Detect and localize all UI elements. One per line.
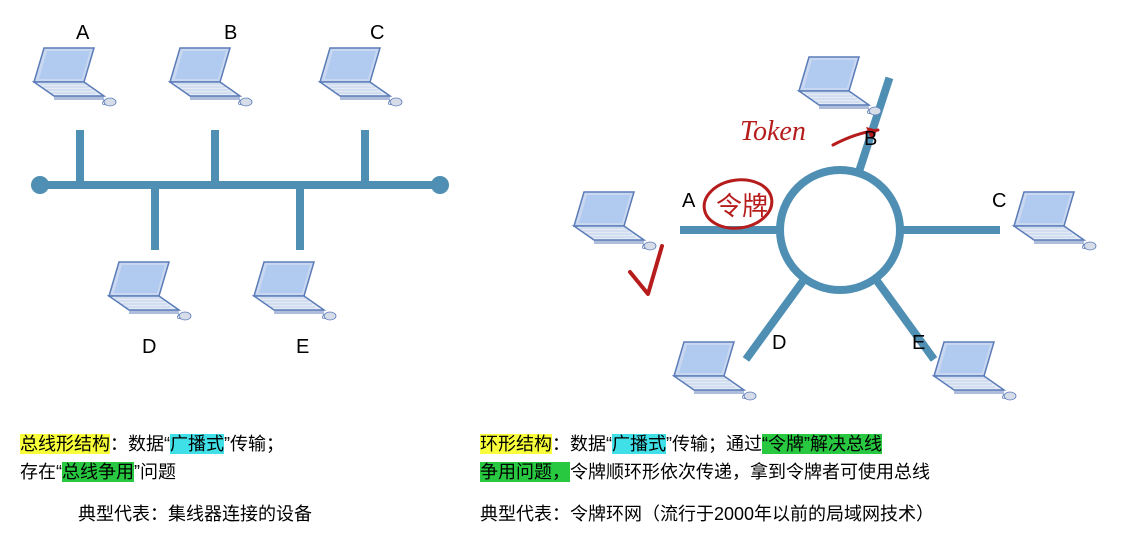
caption-fragment: 令牌顺环形依次传递，拿到令牌者可使用总线: [570, 462, 930, 482]
laptop-icon: [250, 260, 330, 324]
caption-fragment: 广播式: [612, 434, 666, 454]
bus-node-label-A: A: [76, 22, 89, 45]
bus-node-label-C: C: [370, 22, 384, 45]
ring-caption-line2: 争用问题，令牌顺环形依次传递，拿到令牌者可使用总线: [480, 458, 930, 486]
laptop-icon: [105, 260, 185, 324]
ring-node-label-A: A: [682, 190, 695, 213]
caption-fragment: 总线形结构: [20, 434, 110, 454]
caption-fragment: 存在“: [20, 462, 62, 482]
ring-caption-line1: 环形结构：数据“广播式”传输；通过“令牌”解决总线: [480, 430, 882, 458]
ring-representative: 典型代表：令牌环网（流行于2000年以前的局域网技术）: [480, 500, 934, 528]
diagram-stage: Token 令牌 总线形结构：数据“广播式”传输； 存在“总线争用”问题 典型代…: [0, 0, 1143, 555]
ring-node-label-C: C: [992, 190, 1006, 213]
caption-fragment: ：数据“: [552, 434, 612, 454]
bus-node-label-D: D: [142, 336, 156, 359]
laptop-icon: [30, 46, 110, 110]
laptop-icon: [570, 190, 650, 254]
laptop-icon: [166, 46, 246, 110]
bus-node-label-E: E: [296, 336, 309, 359]
caption-fragment: ：数据“: [110, 434, 170, 454]
caption-fragment: ”传输；通过: [666, 434, 762, 454]
ring-node-label-E: E: [912, 332, 925, 355]
ring-node-label-D: D: [772, 332, 786, 355]
ring-node-label-B: B: [864, 128, 877, 151]
caption-fragment: “令牌”解决总线: [762, 434, 882, 454]
laptop-icon: [316, 46, 396, 110]
caption-fragment: 广播式: [170, 434, 224, 454]
caption-fragment: 环形结构: [480, 434, 552, 454]
caption-fragment: ”传输；: [224, 434, 284, 454]
bus-representative: 典型代表：集线器连接的设备: [78, 500, 312, 528]
laptop-icon: [930, 340, 1010, 404]
caption-fragment: ”问题: [134, 462, 176, 482]
bus-caption-line2: 存在“总线争用”问题: [20, 458, 176, 486]
token-annotation-cn: 令牌: [716, 186, 768, 223]
laptop-icon: [670, 340, 750, 404]
bus-node-label-B: B: [224, 22, 237, 45]
caption-fragment: 争用问题，: [480, 462, 570, 482]
bus-caption-line1: 总线形结构：数据“广播式”传输；: [20, 430, 284, 458]
caption-fragment: 总线争用: [62, 462, 134, 482]
laptop-icon: [1010, 190, 1090, 254]
laptop-icon: [795, 55, 875, 119]
